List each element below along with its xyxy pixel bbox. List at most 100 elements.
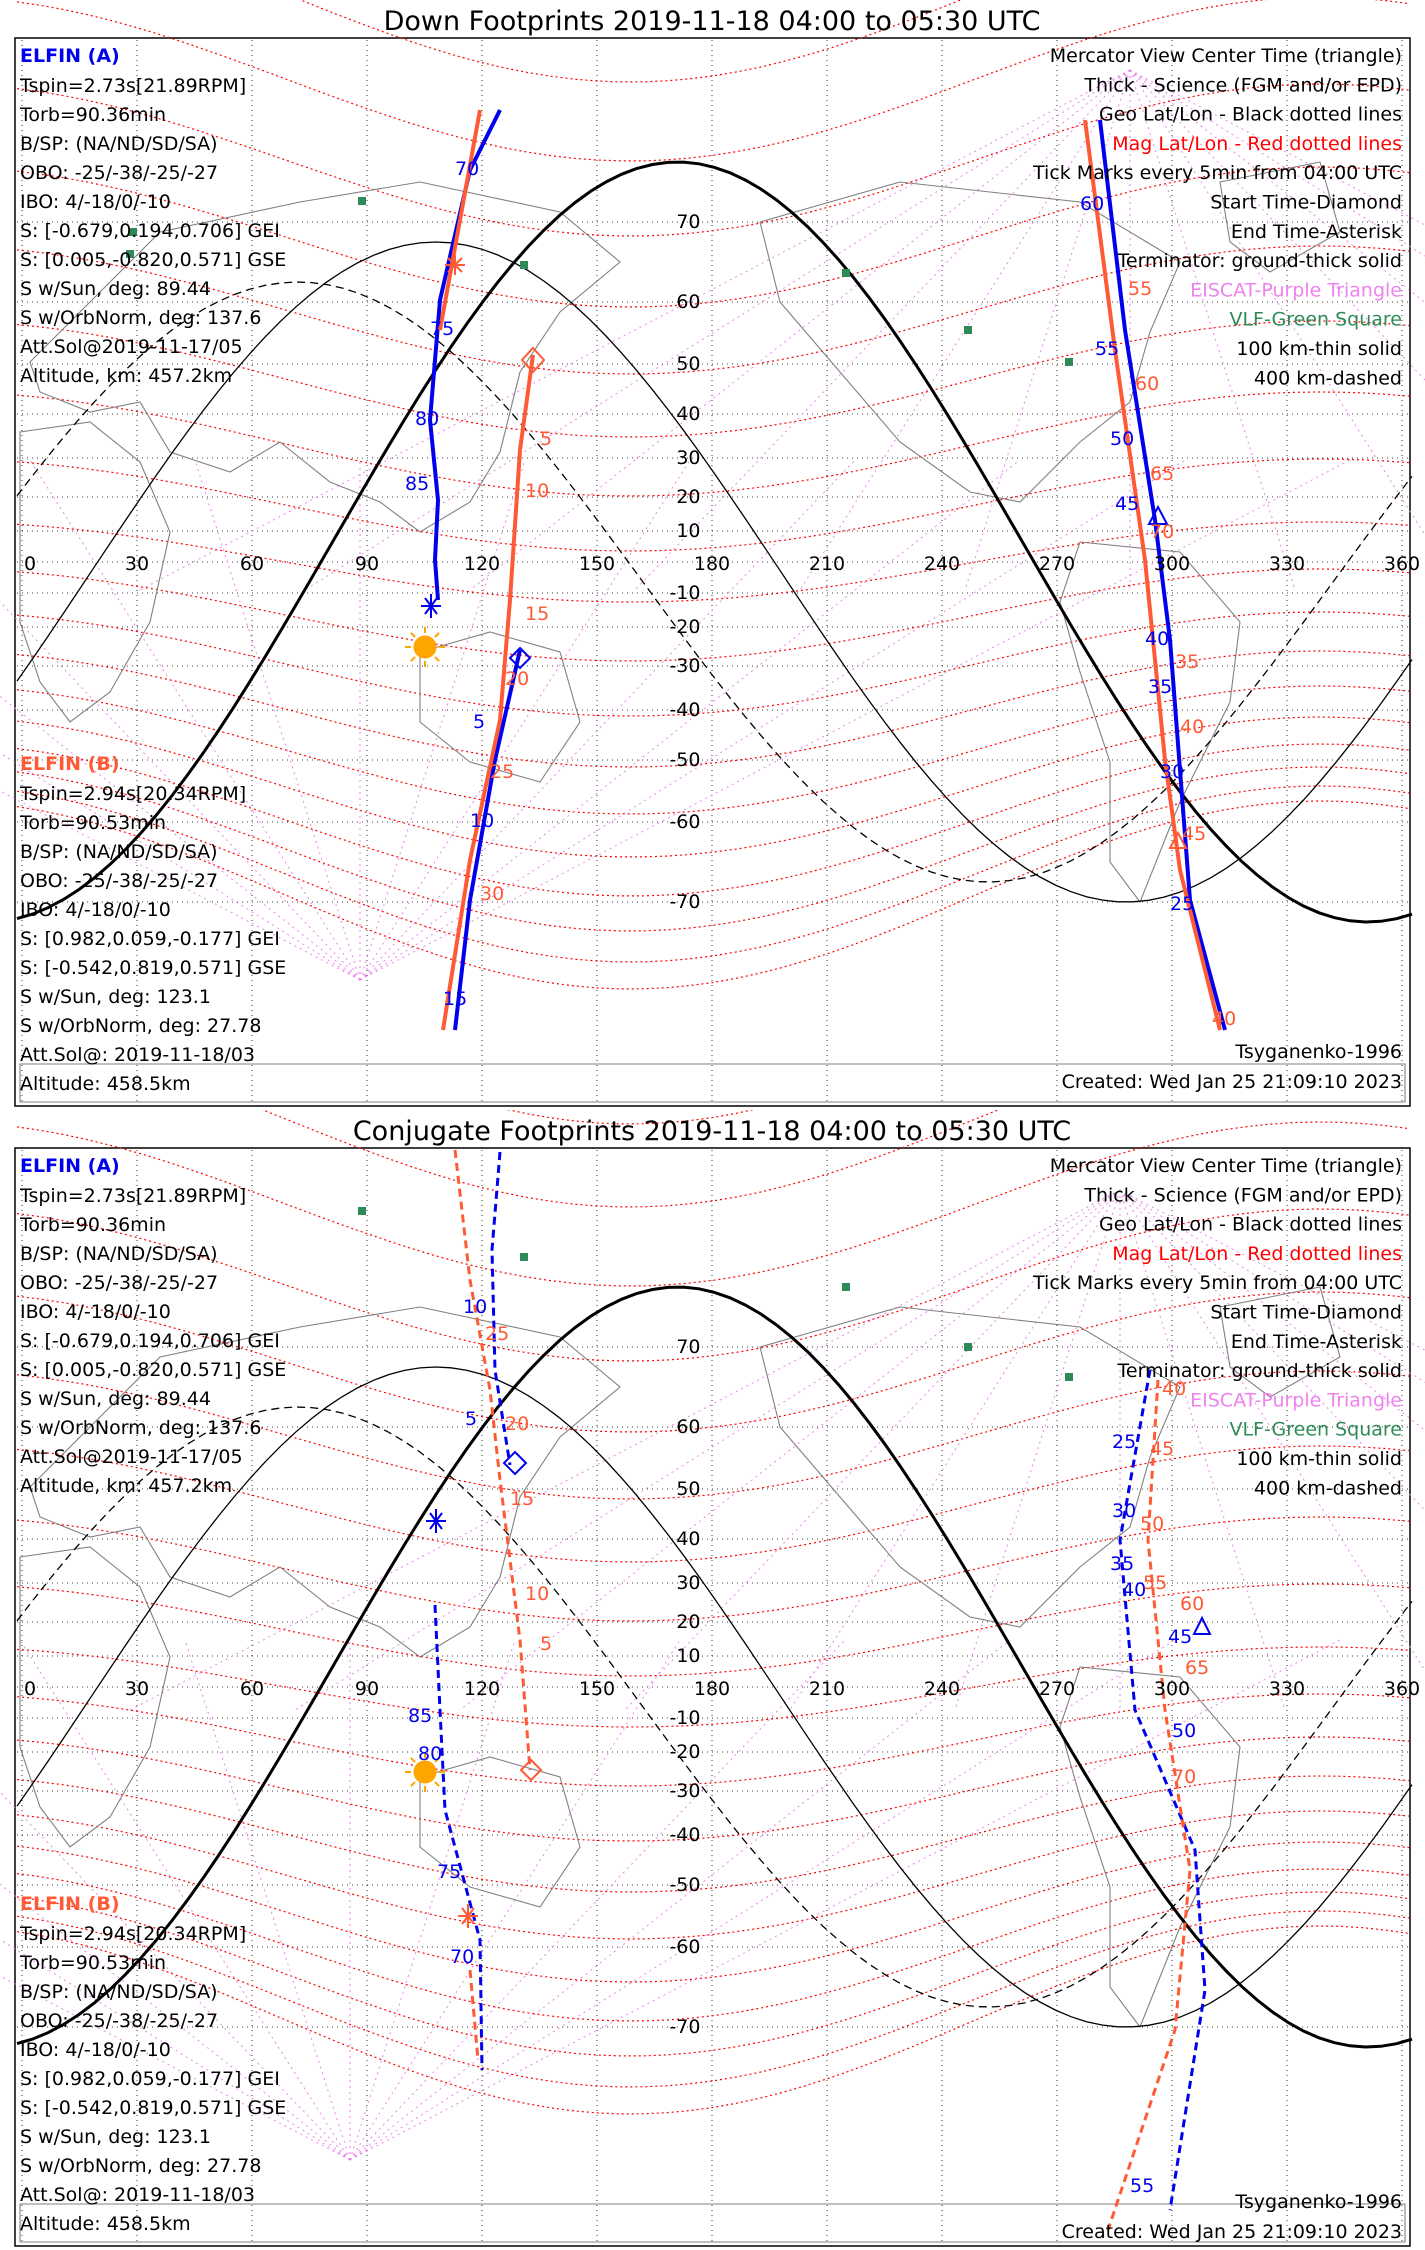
legend-line: Geo Lat/Lon - Black dotted lines — [1099, 1214, 1402, 1236]
vlf-square — [964, 326, 972, 334]
mag-meridian — [469, 69, 1131, 591]
elfin-a-conj-tick-label: 5 — [465, 1408, 477, 1430]
elfin-b-info-line: Tspin=2.94s[20.34RPM] — [19, 783, 246, 805]
conj-credit: Tsyganenko-1996 — [1234, 2191, 1402, 2213]
mag-meridian — [0, 1938, 351, 2161]
elfin-a-conj-tick-label: 45 — [1168, 1626, 1192, 1648]
mag-parallel — [16, 1891, 1410, 2057]
mag-parallel — [16, 245, 1410, 375]
mag-meridian — [139, 69, 1131, 591]
mag-meridian — [1119, 1189, 1425, 1672]
elfin-a-tick-label: 75 — [430, 318, 454, 340]
elfin-a-conj-track-1 — [490, 1151, 512, 1466]
coastline — [1219, 161, 1341, 273]
elfin-a-info-line: Altitude, km: 457.2km — [20, 365, 232, 387]
mag-parallel — [16, 1868, 1410, 2022]
elfin-b-info-line: S w/Sun, deg: 123.1 — [20, 986, 211, 1008]
mag-parallel — [16, 743, 1410, 897]
elfin-a-info-line: Torb=90.36min — [19, 104, 166, 126]
sun-ray — [410, 632, 416, 638]
elfin-b-header: ELFIN (B) — [20, 1893, 120, 1915]
elfin-a-tick-label: 85 — [405, 473, 429, 495]
lat-tick-label: -10 — [669, 582, 700, 604]
vlf-square — [842, 1283, 850, 1291]
legend-line: Terminator: ground-thick solid — [1117, 1360, 1403, 1382]
elfin-b-conj-tick-label: 50 — [1140, 1513, 1164, 1535]
lon-tick-label: 300 — [1154, 1678, 1190, 1700]
legend-line: Tick Marks every 5min from 04:00 UTC — [1032, 1272, 1402, 1294]
legend-line: Geo Lat/Lon - Black dotted lines — [1099, 104, 1402, 126]
elfin-a-info-line: OBO: -25/-38/-25/-27 — [20, 1272, 218, 1294]
coastline — [759, 1306, 1181, 1628]
lon-tick-label: 0 — [24, 553, 36, 575]
elfin-b-info-line: Att.Sol@: 2019-11-18/03 — [20, 2184, 255, 2206]
elfin-a-conj-tick-label: 25 — [1112, 1431, 1136, 1453]
legend-line: Mag Lat/Lon - Red dotted lines — [1112, 1243, 1402, 1265]
elfin-b-info-line: S: [-0.542,0.819,0.571] GSE — [20, 957, 286, 979]
terminator-100km — [16, 1366, 1413, 2028]
legend-line: Terminator: ground-thick solid — [1117, 250, 1403, 272]
down-created: Created: Wed Jan 25 21:09:10 2023 — [1062, 1071, 1402, 1093]
elfin-b-tick-label: 25 — [490, 761, 514, 783]
legend-line: End Time-Asterisk — [1231, 1331, 1402, 1353]
down-coastlines — [19, 161, 1406, 1103]
elfin-b-conj-tick-label: 20 — [505, 1413, 529, 1435]
mag-meridian — [1129, 69, 1425, 536]
conj-frame — [14, 1147, 1411, 2247]
lat-tick-label: -10 — [669, 1707, 700, 1729]
conjugate-footprints-panel: 10 5 85 80 75 70 25 30 35 40 45 50 55 25 20 15 10 5 40 45 50… — [0, 1110, 1425, 2247]
elfin-a-info-line: Att.Sol@2019-11-17/05 — [20, 336, 243, 358]
elfin-b-conj-tick-label: 40 — [1162, 1378, 1186, 1400]
lat-tick-label: -40 — [669, 699, 700, 721]
mag-meridian — [349, 1639, 1011, 2161]
elfin-b-end-asterisk — [445, 255, 465, 275]
elfin-a-tick-label: 15 — [443, 988, 467, 1010]
down-mag-grid — [0, 0, 1425, 990]
sun-ray — [434, 1781, 440, 1787]
vlf-square — [358, 1207, 366, 1215]
mag-meridian — [294, 1189, 1121, 1711]
lon-tick-label: 90 — [355, 1678, 379, 1700]
mag-meridian — [1129, 69, 1296, 591]
elfin-a-info-line: Torb=90.36min — [19, 1214, 166, 1236]
mag-meridian — [954, 1189, 1121, 1711]
elfin-b-conj-track-2 — [468, 1969, 480, 2061]
lon-tick-label: 330 — [1269, 553, 1305, 575]
elfin-b-info-line: S w/OrbNorm, deg: 27.78 — [20, 2155, 261, 2177]
mag-meridian — [1119, 1189, 1425, 1383]
vlf-square — [520, 1253, 528, 1261]
down-legend: Mercator View Center Time (triangle) Thic… — [1032, 45, 1402, 389]
mag-meridian — [0, 695, 361, 981]
legend-line: VLF-Green Square — [1229, 1419, 1402, 1441]
elfin-a-info-line: S: [0.005,-0.820,0.571] GSE — [20, 249, 286, 271]
mag-meridian — [359, 459, 526, 981]
elfin-a-info-line: Tspin=2.73s[21.89RPM] — [19, 1185, 246, 1207]
elfin-b-conj-tick-label: 5 — [540, 1633, 552, 1655]
lat-tick-label: 40 — [676, 403, 700, 425]
mag-parallel — [16, 0, 1410, 162]
elfin-a-conj-tick-label: 75 — [437, 1861, 461, 1883]
elfin-b-track-east — [1083, 119, 1222, 1031]
elfin-b-info-line: Altitude: 458.5km — [20, 2213, 191, 2235]
elfin-b-info-line: S w/Sun, deg: 123.1 — [20, 2126, 211, 2148]
elfin-b-conj-tick-label: 45 — [1150, 1438, 1174, 1460]
elfin-b-info-line: IBO: 4/-18/0/-10 — [20, 899, 171, 921]
legend-line: Start Time-Diamond — [1210, 192, 1402, 214]
elfin-b-info-line: Att.Sol@: 2019-11-18/03 — [20, 1044, 255, 1066]
elfin-b-tick-label: 20 — [505, 668, 529, 690]
lon-tick-label: 150 — [579, 553, 615, 575]
mag-parallel — [16, 1445, 1410, 1563]
lat-tick-label: 60 — [676, 291, 700, 313]
lat-tick-label: -70 — [669, 891, 700, 913]
elfin-b-conj-end-asterisk — [458, 1904, 478, 1928]
lat-tick-label: -50 — [669, 749, 700, 771]
elfin-b-conj-track-1 — [453, 1149, 532, 1771]
lat-tick-label: 30 — [676, 447, 700, 469]
elfin-a-info-line: S w/OrbNorm, deg: 137.6 — [20, 307, 261, 329]
elfin-b-conj-tick-label: 15 — [510, 1488, 534, 1510]
elfin-b-tick-label: 40 — [1180, 716, 1204, 738]
coastline — [1219, 1286, 1341, 1398]
coastline — [29, 181, 621, 533]
elfin-a-conj-center-triangle — [1192, 1615, 1212, 1635]
mag-parallel — [16, 611, 1410, 717]
